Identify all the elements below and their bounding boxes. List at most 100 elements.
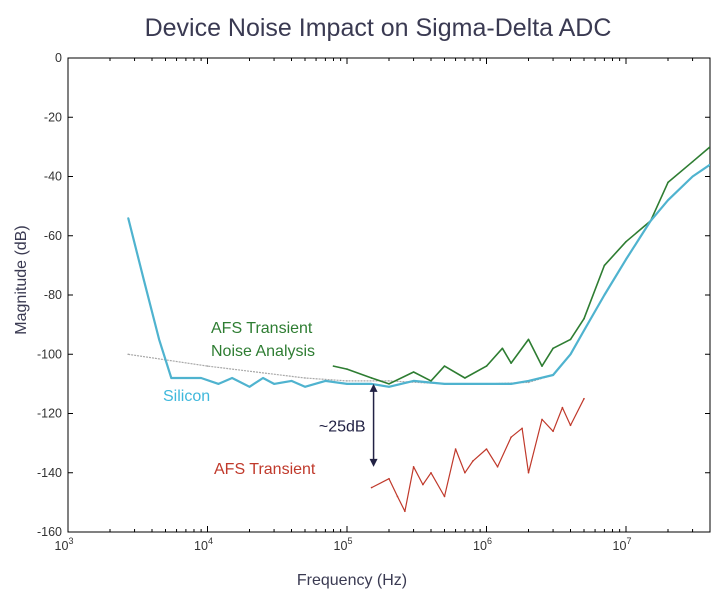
y-tick-label: -40 xyxy=(44,170,62,184)
series-point xyxy=(370,486,373,489)
series-point xyxy=(412,371,415,373)
series-point xyxy=(430,471,432,474)
series-point xyxy=(346,368,348,370)
series-point xyxy=(200,377,202,379)
series-point xyxy=(569,353,572,356)
series-point xyxy=(464,471,466,474)
series-point xyxy=(443,383,446,385)
y-tick-label: -100 xyxy=(37,347,62,361)
afs-noise-analysis-series-line xyxy=(333,146,710,385)
series-point xyxy=(583,397,585,400)
series-point xyxy=(304,377,306,379)
series-point xyxy=(324,380,327,382)
series-point xyxy=(521,427,523,430)
series-point xyxy=(217,383,220,385)
series-point xyxy=(332,365,335,367)
series-point xyxy=(569,424,572,427)
series-point xyxy=(541,418,543,421)
series-point xyxy=(388,477,390,480)
x-tick-label: 107 xyxy=(613,536,632,553)
x-tick-label: 104 xyxy=(194,536,213,553)
series-point xyxy=(510,383,512,385)
series-point xyxy=(454,448,457,450)
series-point xyxy=(691,160,694,163)
series-point xyxy=(667,199,669,201)
series-point xyxy=(346,380,348,382)
series-point xyxy=(430,380,432,382)
series-point xyxy=(496,466,499,468)
x-tick-label: 105 xyxy=(334,536,353,553)
gap-annotation: ~25dB xyxy=(319,418,366,435)
series-point xyxy=(127,353,129,356)
series-point xyxy=(501,347,504,350)
series-point xyxy=(472,460,474,462)
series-point xyxy=(206,365,209,367)
series-point xyxy=(709,146,710,148)
y-tick-label: 0 xyxy=(55,51,62,65)
series-point xyxy=(346,383,348,385)
series-point xyxy=(185,377,187,379)
y-axis-label: Magnitude (dB) xyxy=(13,225,30,334)
series-point xyxy=(527,471,530,474)
series-point xyxy=(273,383,275,385)
plot-area xyxy=(67,57,711,533)
series-point xyxy=(404,510,406,513)
series-point xyxy=(625,240,627,243)
series-point xyxy=(370,383,373,385)
series-point xyxy=(464,383,466,385)
series-point xyxy=(552,347,554,350)
series-point xyxy=(527,380,530,382)
series-point xyxy=(561,406,564,409)
series-point xyxy=(527,338,530,341)
series-point xyxy=(388,383,390,385)
series-point xyxy=(603,264,606,267)
chart-title: Device Noise Impact on Sigma-Delta ADC xyxy=(145,14,612,42)
series-point xyxy=(412,380,415,382)
series-point xyxy=(127,217,129,219)
series-point xyxy=(412,466,415,468)
series-point xyxy=(649,220,652,222)
series-point xyxy=(541,365,543,367)
y-tick-label: -160 xyxy=(37,525,62,539)
afs-noise-annotation-line1: AFS Transient xyxy=(211,320,313,337)
series-point xyxy=(290,380,293,382)
y-tick-label: -120 xyxy=(37,407,62,421)
series-point xyxy=(396,495,399,498)
y-tick-label: -140 xyxy=(37,466,62,480)
gap-arrow-head-top xyxy=(369,383,378,392)
series-point xyxy=(388,380,390,382)
series-point xyxy=(485,365,488,367)
series-point xyxy=(158,338,160,341)
silicon-series-line xyxy=(127,163,710,388)
series-point xyxy=(510,362,512,364)
series-point xyxy=(231,377,233,379)
series-point xyxy=(388,386,390,388)
series-point xyxy=(667,181,669,184)
series-point xyxy=(510,436,512,439)
series-point xyxy=(370,377,373,379)
series-point xyxy=(569,338,572,341)
y-tick-label: -80 xyxy=(44,288,62,302)
y-tick-label: -60 xyxy=(44,229,62,243)
series-point xyxy=(422,483,424,486)
series-point xyxy=(485,383,488,385)
series-point xyxy=(143,279,145,281)
series-point xyxy=(304,386,306,388)
series-point xyxy=(691,175,694,178)
series-point xyxy=(709,163,710,166)
series-point xyxy=(552,430,554,433)
series-point xyxy=(583,329,585,332)
silicon-annotation: Silicon xyxy=(163,388,210,405)
series-point xyxy=(583,317,585,320)
gap-arrow-head-bottom xyxy=(369,458,378,467)
series-point xyxy=(170,377,173,379)
series-point xyxy=(443,495,446,498)
series-point xyxy=(248,386,251,388)
afs-transient-annotation: AFS Transient xyxy=(214,461,316,478)
y-tick-label: -20 xyxy=(44,110,62,124)
series-point xyxy=(625,258,627,261)
series-point xyxy=(603,294,606,296)
series-point xyxy=(262,377,264,379)
afs-noise-annotation-line2: Noise Analysis xyxy=(211,343,315,360)
